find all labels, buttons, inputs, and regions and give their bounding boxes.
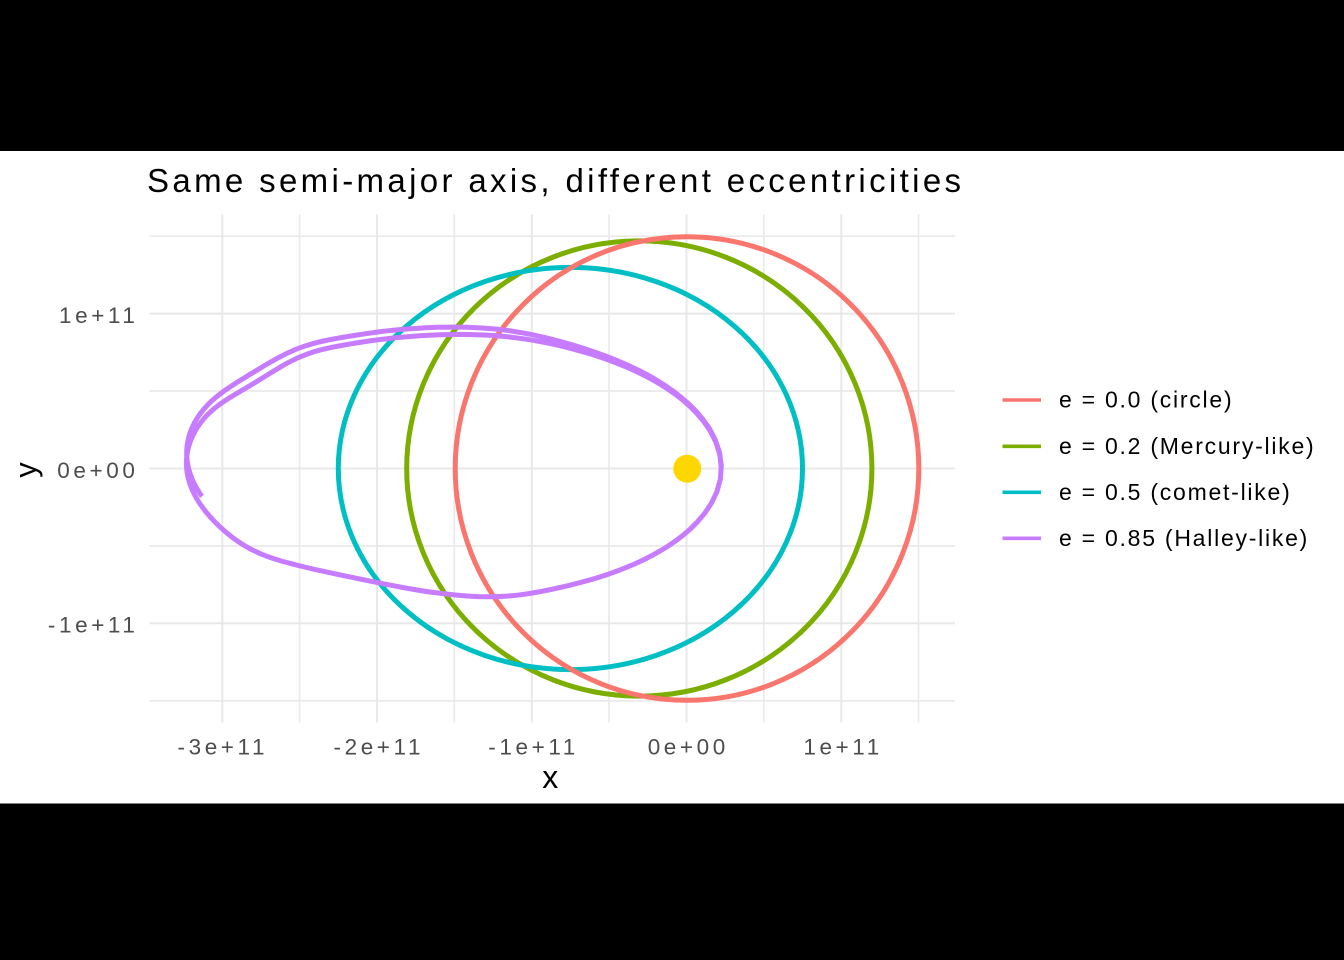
svg-text:Same semi-major axis, differen: Same semi-major axis, different eccentri… [147, 162, 964, 199]
svg-text:e = 0.2 (Mercury-like): e = 0.2 (Mercury-like) [1059, 433, 1315, 459]
svg-text:-2e+11: -2e+11 [333, 735, 424, 760]
svg-text:e = 0.0 (circle): e = 0.0 (circle) [1059, 387, 1233, 413]
svg-text:-1e+11: -1e+11 [488, 735, 579, 760]
svg-text:1e+11: 1e+11 [803, 735, 883, 760]
svg-text:-3e+11: -3e+11 [177, 735, 268, 760]
svg-text:y: y [8, 462, 43, 478]
svg-text:e = 0.85 (Halley-like): e = 0.85 (Halley-like) [1059, 525, 1309, 551]
svg-text:e = 0.5 (comet-like): e = 0.5 (comet-like) [1059, 479, 1292, 505]
svg-text:0e+00: 0e+00 [57, 458, 138, 483]
svg-text:1e+11: 1e+11 [59, 303, 139, 328]
svg-text:-1e+11: -1e+11 [48, 613, 139, 638]
svg-text:x: x [542, 759, 558, 795]
svg-text:0e+00: 0e+00 [648, 735, 729, 760]
